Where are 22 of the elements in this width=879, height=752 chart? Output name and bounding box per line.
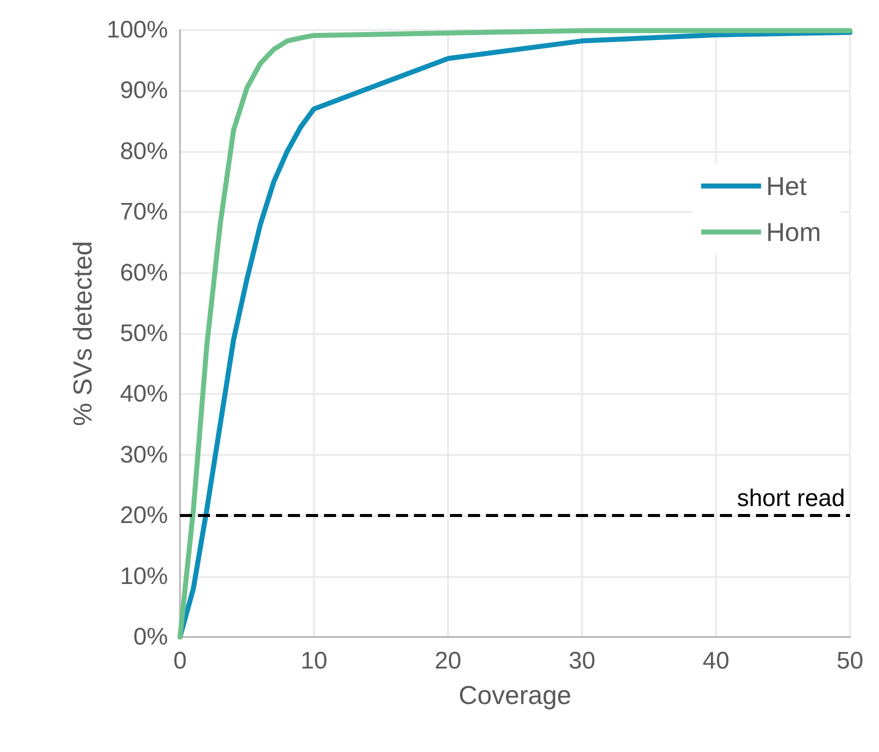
- y-tick-label: 50%: [120, 320, 168, 347]
- x-tick-label: 0: [173, 648, 187, 674]
- legend-label: Hom: [766, 217, 822, 247]
- y-tick-label: 60%: [120, 259, 168, 286]
- y-tick-label: 100%: [106, 16, 168, 44]
- x-tick-label: 30: [568, 648, 596, 674]
- ref-line-label: short read: [736, 485, 845, 512]
- x-tick-label: 40: [702, 648, 730, 674]
- y-tick-label: 40%: [120, 380, 168, 408]
- y-tick-label: 80%: [120, 138, 168, 165]
- y-tick-label: 20%: [120, 502, 168, 530]
- x-axis-title: Coverage: [458, 680, 572, 710]
- y-axis-title: % SVs detected: [68, 241, 98, 426]
- x-tick-label: 20: [434, 648, 462, 674]
- x-tick-label: 10: [300, 648, 328, 674]
- x-tick-label: 50: [836, 648, 864, 674]
- y-tick-label: 70%: [120, 198, 168, 226]
- legend-label: Het: [766, 171, 808, 201]
- y-tick-label: 0%: [133, 624, 168, 650]
- y-tick-label: 30%: [120, 441, 168, 468]
- y-tick-label: 10%: [120, 562, 168, 590]
- y-tick-label: 90%: [120, 77, 168, 104]
